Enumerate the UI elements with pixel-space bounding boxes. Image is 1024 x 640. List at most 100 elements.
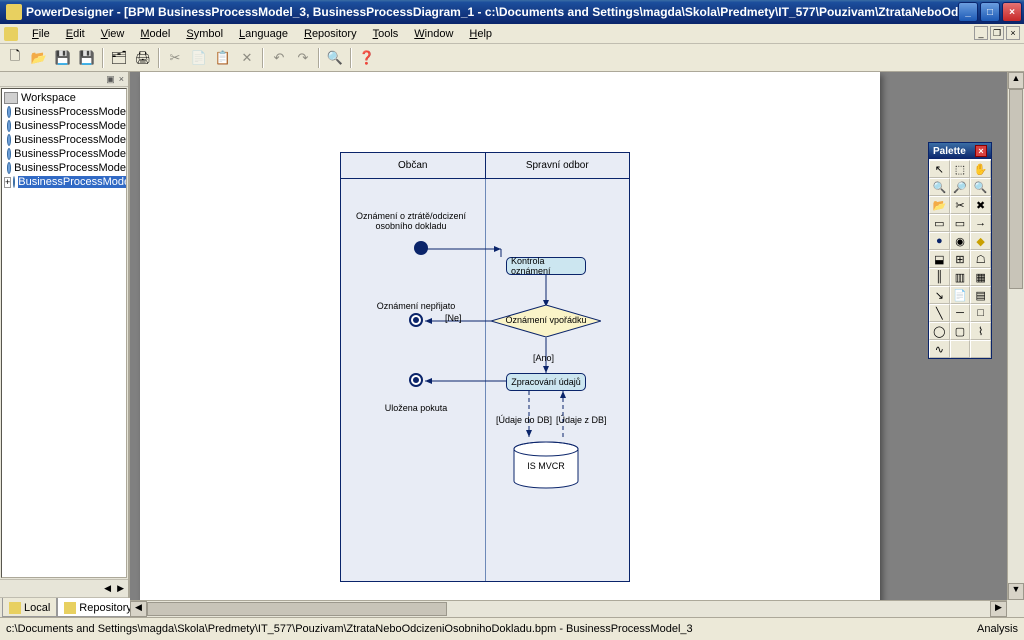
diagram-page: Občan Spravní odbor xyxy=(140,72,880,617)
doc-minimize-button[interactable]: _ xyxy=(974,26,988,40)
open-button[interactable]: 📂 xyxy=(28,47,50,69)
vertical-scrollbar[interactable]: ▲ ▼ xyxy=(1007,72,1024,600)
scroll-up-icon[interactable]: ▲ xyxy=(1008,72,1024,89)
tool-end[interactable]: ◉ xyxy=(950,232,971,250)
menu-tools[interactable]: Tools xyxy=(365,26,407,42)
tool-line1[interactable]: ╲ xyxy=(929,304,950,322)
window-title: PowerDesigner - [BPM BusinessProcessMode… xyxy=(26,5,958,19)
find-button[interactable]: 🔍 xyxy=(324,47,346,69)
tree-item[interactable]: BusinessProcessMode xyxy=(2,161,126,175)
tool-ellipse[interactable]: ◯ xyxy=(929,322,950,340)
tool-resource[interactable]: ⬓ xyxy=(929,250,950,268)
tool-note[interactable]: ▤ xyxy=(970,286,991,304)
status-bar: c:\Documents and Settings\magda\Skola\Pr… xyxy=(0,617,1024,640)
new-button[interactable]: 🗋 xyxy=(4,47,26,69)
menu-model[interactable]: Model xyxy=(132,26,178,42)
print-button[interactable]: 🖨 xyxy=(132,47,154,69)
tree-item[interactable]: BusinessProcessMode xyxy=(2,147,126,161)
scroll-down-icon[interactable]: ▼ xyxy=(1008,583,1024,600)
copy-button[interactable]: 📄 xyxy=(188,47,210,69)
tool-file[interactable]: 📄 xyxy=(950,286,971,304)
palette-titlebar[interactable]: Palette× xyxy=(929,143,991,159)
help-button[interactable]: ❓ xyxy=(356,47,378,69)
save-all-button[interactable]: 💾 xyxy=(76,47,98,69)
minimize-button[interactable]: _ xyxy=(958,2,978,22)
tool-package[interactable]: ▭ xyxy=(929,214,950,232)
tool-poly[interactable]: ⌇ xyxy=(970,322,991,340)
end-node-1[interactable] xyxy=(409,313,423,327)
tree-item-selected[interactable]: +BusinessProcessMode xyxy=(2,175,126,189)
tool-start[interactable]: ● xyxy=(929,232,950,250)
tool-process[interactable]: ▭ xyxy=(950,214,971,232)
tab-repository[interactable]: Repository xyxy=(57,598,139,617)
swimlane-diagram[interactable]: Občan Spravní odbor xyxy=(340,152,630,582)
activity-zpracovani[interactable]: Zpracování údajů xyxy=(506,373,586,391)
tool-org[interactable]: ⊞ xyxy=(950,250,971,268)
undo-button[interactable]: ↶ xyxy=(268,47,290,69)
datastore-node[interactable]: IS MVCR xyxy=(511,441,581,494)
tool-cut[interactable]: ✂ xyxy=(950,196,971,214)
start-node[interactable] xyxy=(414,241,428,255)
scroll-thumb-h[interactable] xyxy=(147,602,447,616)
horizontal-scrollbar[interactable]: ◀ ▶ xyxy=(130,600,1007,617)
decision-node[interactable]: Oznámení vpořádku xyxy=(491,305,601,337)
tree-root[interactable]: Workspace xyxy=(2,91,126,105)
canvas-area[interactable]: Občan Spravní odbor xyxy=(130,72,1024,617)
tool-rrect[interactable]: ▢ xyxy=(950,322,971,340)
tool-zoomout[interactable]: 🔎 xyxy=(950,178,971,196)
nav-next-icon[interactable]: ▶ xyxy=(117,583,124,594)
tool-data[interactable]: ▥ xyxy=(950,268,971,286)
menu-language[interactable]: Language xyxy=(231,26,296,42)
scroll-left-icon[interactable]: ◀ xyxy=(130,601,147,617)
menu-file[interactable]: File xyxy=(24,26,58,42)
palette-window[interactable]: Palette× ↖ ⬚ ✋ 🔍 🔎 🔍 📂 ✂ ✖ ▭ ▭ → ● ◉ ◆ ⬓… xyxy=(928,142,992,359)
app-icon xyxy=(6,4,22,20)
maximize-button[interactable]: □ xyxy=(980,2,1000,22)
tool-curve[interactable]: ∿ xyxy=(929,340,950,358)
menu-repository[interactable]: Repository xyxy=(296,26,365,42)
nav-prev-icon[interactable]: ◀ xyxy=(104,583,111,594)
tool-swimlane[interactable]: ║ xyxy=(929,268,950,286)
tool-format[interactable]: ▦ xyxy=(970,268,991,286)
tool-zoomin[interactable]: 🔍 xyxy=(929,178,950,196)
end-node-2[interactable] xyxy=(409,373,423,387)
scroll-right-icon[interactable]: ▶ xyxy=(990,601,1007,617)
menu-view[interactable]: View xyxy=(93,26,133,42)
doc-close-button[interactable]: × xyxy=(1006,26,1020,40)
tree-item[interactable]: BusinessProcessMode xyxy=(2,105,126,119)
save-button[interactable]: 💾 xyxy=(52,47,74,69)
properties-button[interactable]: 🗂 xyxy=(108,47,130,69)
lane-header-1: Občan xyxy=(341,153,486,178)
tool-pointer[interactable]: ↖ xyxy=(929,160,950,178)
scroll-thumb[interactable] xyxy=(1009,89,1023,289)
tool-flow[interactable]: → xyxy=(970,214,991,232)
menu-window[interactable]: Window xyxy=(406,26,461,42)
tree-item[interactable]: BusinessProcessMode xyxy=(2,119,126,133)
tool-decision[interactable]: ◆ xyxy=(970,232,991,250)
redo-button[interactable]: ↷ xyxy=(292,47,314,69)
tool-role[interactable]: ☖ xyxy=(970,250,991,268)
tool-delete[interactable]: ✖ xyxy=(970,196,991,214)
tree-item[interactable]: BusinessProcessMode xyxy=(2,133,126,147)
tool-grab[interactable]: ✋ xyxy=(970,160,991,178)
end1-label: Oznámení nepřijato xyxy=(366,301,466,311)
tool-rect[interactable]: □ xyxy=(970,304,991,322)
tool-lasso[interactable]: ⬚ xyxy=(950,160,971,178)
delete-button[interactable]: ✕ xyxy=(236,47,258,69)
doc-restore-button[interactable]: ❐ xyxy=(990,26,1004,40)
workspace-tree[interactable]: Workspace BusinessProcessMode BusinessPr… xyxy=(1,88,127,578)
menu-help[interactable]: Help xyxy=(461,26,500,42)
tool-line2[interactable]: ─ xyxy=(950,304,971,322)
cut-button[interactable]: ✂ xyxy=(164,47,186,69)
tab-local[interactable]: Local xyxy=(2,598,57,617)
menu-symbol[interactable]: Symbol xyxy=(178,26,231,42)
sidebar-header: ▣× xyxy=(0,72,128,87)
activity-kontrola[interactable]: Kontrola oznámení xyxy=(506,257,586,275)
close-button[interactable]: × xyxy=(1002,2,1022,22)
paste-button[interactable]: 📋 xyxy=(212,47,234,69)
menu-edit[interactable]: Edit xyxy=(58,26,93,42)
palette-close-icon[interactable]: × xyxy=(975,145,987,157)
tool-open[interactable]: 📂 xyxy=(929,196,950,214)
tool-link[interactable]: ↘ xyxy=(929,286,950,304)
tool-zoom[interactable]: 🔍 xyxy=(970,178,991,196)
